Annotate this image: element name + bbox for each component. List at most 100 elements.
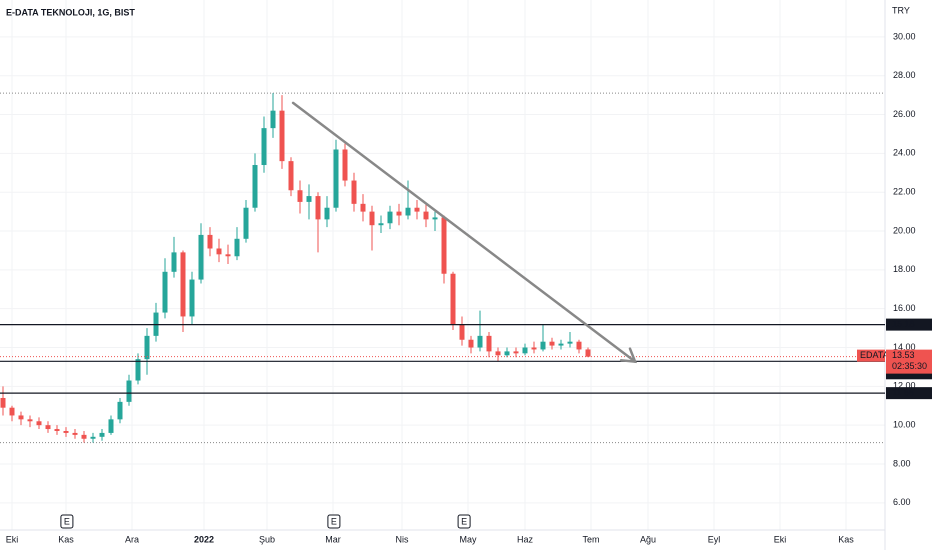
- trend-arrowhead: [619, 347, 638, 364]
- candle-body: [576, 341, 582, 350]
- candle-body: [243, 207, 249, 239]
- candle-body: [279, 110, 285, 162]
- candle-body: [549, 341, 555, 346]
- level-tag-label: 15.18: [892, 319, 915, 329]
- candle-body: [27, 419, 33, 422]
- candle-body: [468, 339, 474, 348]
- candle-body: [585, 349, 591, 357]
- y-tick-label: 26.00: [893, 109, 916, 119]
- candle-body: [333, 149, 339, 208]
- candle-body: [198, 234, 204, 280]
- y-tick-label: 6.00: [893, 497, 911, 507]
- x-tick-label: Eki: [6, 534, 19, 544]
- y-tick-label: 24.00: [893, 148, 916, 158]
- candle-body: [207, 234, 213, 249]
- ticker-label: EDATA: [860, 350, 889, 360]
- x-tick-label: Nis: [396, 534, 409, 544]
- candle-body: [288, 161, 294, 191]
- y-tick-label: 30.00: [893, 31, 916, 41]
- candle-body: [558, 343, 564, 346]
- candle-body: [36, 421, 42, 426]
- candle-body: [531, 347, 537, 350]
- candle-body: [63, 430, 69, 433]
- candle-body: [189, 279, 195, 317]
- candle-body: [108, 419, 114, 433]
- candle-body: [351, 180, 357, 204]
- price-tag: [886, 349, 932, 374]
- y-tick-label: 10.00: [893, 420, 916, 430]
- countdown-label: 02:35:30: [892, 361, 927, 371]
- y-tick-label: 28.00: [893, 70, 916, 80]
- candle-body: [180, 252, 186, 317]
- candle-body: [9, 407, 15, 416]
- event-label: E: [64, 516, 70, 526]
- y-tick-label: 16.00: [893, 303, 916, 313]
- candle-body: [567, 341, 573, 344]
- candle-body: [90, 436, 96, 439]
- x-tick-label: Ağu: [640, 534, 656, 544]
- x-tick-label: Tem: [582, 534, 599, 544]
- candle-body: [513, 351, 519, 354]
- x-tick-label: Şub: [259, 534, 275, 544]
- event-marker: [327, 514, 341, 529]
- y-tick-label: 8.00: [893, 458, 911, 468]
- candle-body: [45, 425, 51, 430]
- candle-body: [423, 211, 429, 220]
- candle-body: [261, 128, 267, 166]
- candle-body: [360, 203, 366, 212]
- candle-body: [441, 217, 447, 274]
- candle-body: [378, 223, 384, 226]
- x-tick-label: May: [459, 534, 477, 544]
- x-tick-label: Mar: [325, 534, 341, 544]
- x-tick-label: Kas: [838, 534, 854, 544]
- candle-body: [324, 207, 330, 220]
- candle-body: [486, 335, 492, 352]
- level-tag: [886, 318, 932, 331]
- candle-body: [387, 211, 393, 224]
- candle-body: [162, 271, 168, 313]
- candle-body: [81, 434, 87, 439]
- candle-body: [495, 351, 501, 356]
- x-tick-label: Eki: [774, 534, 787, 544]
- candle-body: [432, 217, 438, 220]
- x-tick-label: Eyl: [708, 534, 721, 544]
- candle-body: [54, 429, 60, 431]
- y-tick-label: 18.00: [893, 264, 916, 274]
- candle-body: [522, 347, 528, 354]
- candle-body: [477, 335, 483, 348]
- candle-body: [135, 359, 141, 381]
- currency: TRY: [892, 5, 910, 15]
- candle-body: [342, 149, 348, 181]
- candle-body: [459, 324, 465, 340]
- y-tick-label: 20.00: [893, 225, 916, 235]
- x-tick-label: Kas: [58, 534, 74, 544]
- ticker-tag: [857, 349, 885, 362]
- candle-body: [270, 110, 276, 129]
- candle-body: [117, 401, 123, 420]
- level-tag: [886, 387, 932, 400]
- candle-body: [171, 252, 177, 272]
- candle-body: [450, 273, 456, 325]
- trend-line: [291, 101, 637, 363]
- candle-body: [252, 165, 258, 208]
- event-marker: [60, 514, 74, 529]
- candle-body: [405, 207, 411, 216]
- candle-body: [225, 254, 231, 257]
- candle-body: [414, 207, 420, 212]
- candle-body: [315, 196, 321, 220]
- candle-body: [18, 415, 24, 420]
- event-label: E: [461, 516, 467, 526]
- candle-body: [504, 351, 510, 356]
- chart-title: E-DATA TEKNOLOJI, 1G, BIST: [6, 7, 135, 17]
- x-tick-label: Haz: [517, 534, 534, 544]
- candle-body: [540, 341, 546, 350]
- y-tick-label: 22.00: [893, 187, 916, 197]
- candle-body: [72, 432, 78, 435]
- candle-body: [369, 211, 375, 226]
- candle-body: [396, 211, 402, 216]
- event-label: E: [331, 516, 337, 526]
- y-tick-label: 12.00: [893, 381, 916, 391]
- y-tick-label: 14.00: [893, 342, 916, 352]
- candle-body: [234, 238, 240, 257]
